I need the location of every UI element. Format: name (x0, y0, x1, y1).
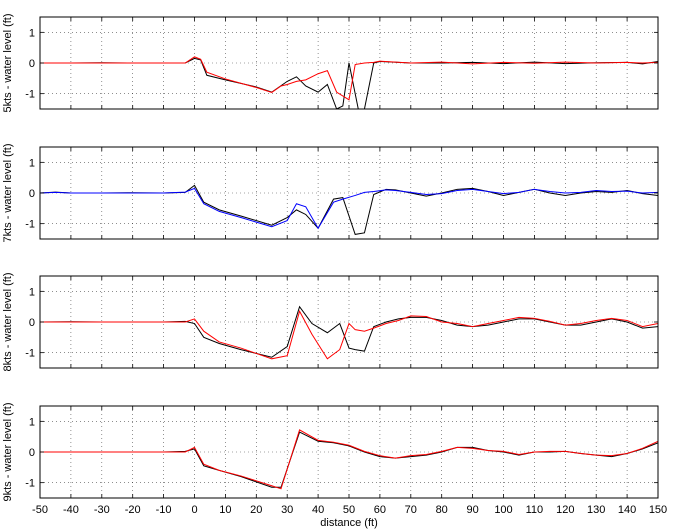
y-tick-label: 0 (29, 58, 35, 70)
y-tick-label: -1 (25, 478, 35, 490)
y-tick-label: 0 (29, 188, 35, 200)
x-tick-label: 10 (219, 504, 231, 516)
series-line-2 (40, 56, 658, 101)
x-tick-label: 130 (587, 504, 605, 516)
y-tick-label: -1 (25, 219, 35, 231)
x-tick-label: 20 (250, 504, 262, 516)
x-tick-label: -30 (94, 504, 110, 516)
x-tick-label: 70 (405, 504, 417, 516)
x-tick-label: 150 (649, 504, 667, 516)
y-tick-label: 0 (29, 447, 35, 459)
subplot-1: -1 0 1 5kts - water level (ft) (2, 13, 659, 113)
subplot-2: -1 0 1 7kts - water level (ft) (2, 143, 659, 243)
y-axis-label: 8kts - water level (ft) (2, 272, 14, 371)
x-tick-label: -10 (156, 504, 172, 516)
y-axis-label: 7kts - water level (ft) (2, 143, 14, 242)
y-tick-label: 0 (29, 317, 35, 329)
x-tick-label: 0 (191, 504, 197, 516)
x-tick-label: 80 (436, 504, 448, 516)
x-tick-label: 30 (281, 504, 293, 516)
y-axis-label: 9kts - water level (ft) (2, 402, 14, 501)
y-tick-label: 1 (29, 157, 35, 169)
series-line-2 (40, 429, 658, 490)
x-tick-label: 90 (466, 504, 478, 516)
x-tick-label: -20 (125, 504, 141, 516)
series-line-2 (40, 187, 658, 230)
x-tick-label: 100 (494, 504, 512, 516)
y-tick-label: 1 (29, 27, 35, 39)
series-line-1 (40, 184, 658, 235)
x-tick-label: -50 (32, 504, 48, 516)
x-tick-label: -40 (63, 504, 79, 516)
y-tick-label: -1 (25, 348, 35, 360)
x-tick-label: 140 (618, 504, 636, 516)
x-tick-label: 40 (312, 504, 324, 516)
y-axis-label: 5kts - water level (ft) (2, 13, 14, 112)
x-axis-label: distance (ft) (320, 517, 377, 529)
x-tick-label: 50 (343, 504, 355, 516)
x-tick-label: 110 (526, 504, 544, 516)
x-tick-label: 120 (556, 504, 574, 516)
x-tick-label: 60 (374, 504, 386, 516)
subplot-3: -1 0 1 8kts - water level (ft) (2, 272, 659, 372)
y-tick-label: 1 (29, 416, 35, 428)
y-tick-label: 1 (29, 286, 35, 298)
series-line-2 (40, 309, 658, 360)
y-tick-label: -1 (25, 89, 35, 101)
